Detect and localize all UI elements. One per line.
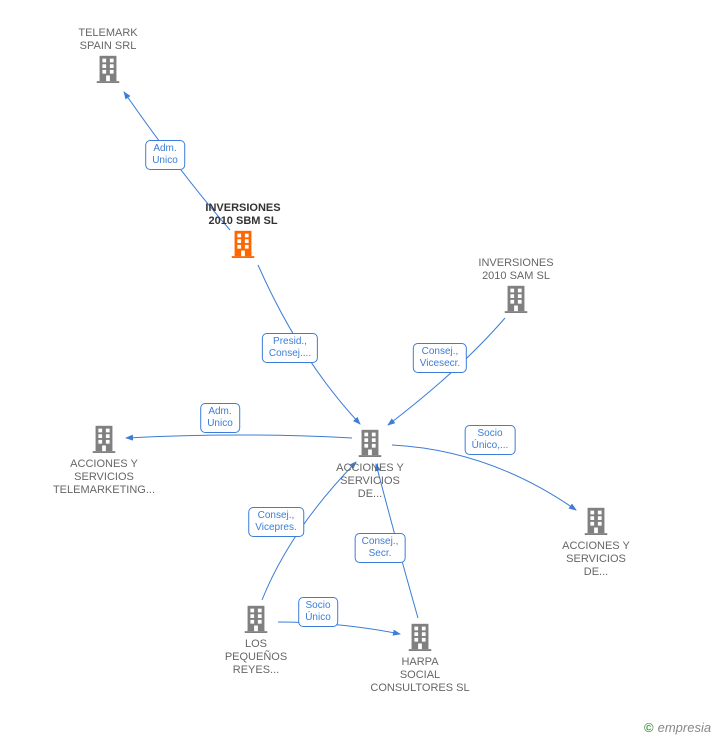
node-acc_tele: ACCIONES Y SERVICIOS TELEMARKETING... bbox=[39, 423, 169, 497]
node-inv_sam: INVERSIONES 2010 SAM SL bbox=[451, 257, 581, 318]
watermark: © empresia bbox=[644, 720, 711, 735]
building-icon bbox=[39, 423, 169, 458]
building-icon bbox=[178, 228, 308, 263]
edge-label-e7: Socio Único bbox=[298, 597, 338, 627]
edge-label-e2: Presid., Consej.... bbox=[262, 333, 318, 363]
node-label: INVERSIONES 2010 SAM SL bbox=[451, 257, 581, 283]
building-icon bbox=[43, 53, 173, 88]
building-icon bbox=[531, 505, 661, 540]
edge-label-e3: Consej., Vicesecr. bbox=[413, 343, 467, 373]
node-label: HARPA SOCIAL CONSULTORES SL bbox=[355, 656, 485, 695]
node-acc_right: ACCIONES Y SERVICIOS DE... bbox=[531, 505, 661, 579]
edge-label-e1: Adm. Unico bbox=[145, 140, 185, 170]
node-label: ACCIONES Y SERVICIOS DE... bbox=[531, 540, 661, 579]
node-telemark: TELEMARK SPAIN SRL bbox=[43, 27, 173, 88]
watermark-text: empresia bbox=[658, 720, 711, 735]
node-label: ACCIONES Y SERVICIOS DE... bbox=[305, 462, 435, 501]
building-icon bbox=[305, 427, 435, 462]
node-label: LOS PEQUEÑOS REYES... bbox=[191, 638, 321, 677]
node-inv_sbm: INVERSIONES 2010 SBM SL bbox=[178, 202, 308, 263]
edge-label-e5: Socio Único,... bbox=[465, 425, 516, 455]
building-icon bbox=[355, 621, 485, 656]
node-label: INVERSIONES 2010 SBM SL bbox=[178, 202, 308, 228]
edge-label-e6: Consej., Vicepres. bbox=[248, 507, 304, 537]
building-icon bbox=[451, 283, 581, 318]
edge-label-e8: Consej., Secr. bbox=[355, 533, 406, 563]
edge-label-e4: Adm. Unico bbox=[200, 403, 240, 433]
node-label: ACCIONES Y SERVICIOS TELEMARKETING... bbox=[39, 458, 169, 497]
node-label: TELEMARK SPAIN SRL bbox=[43, 27, 173, 53]
copyright-symbol: © bbox=[644, 720, 654, 735]
node-harpa: HARPA SOCIAL CONSULTORES SL bbox=[355, 621, 485, 695]
node-acc_center: ACCIONES Y SERVICIOS DE... bbox=[305, 427, 435, 501]
